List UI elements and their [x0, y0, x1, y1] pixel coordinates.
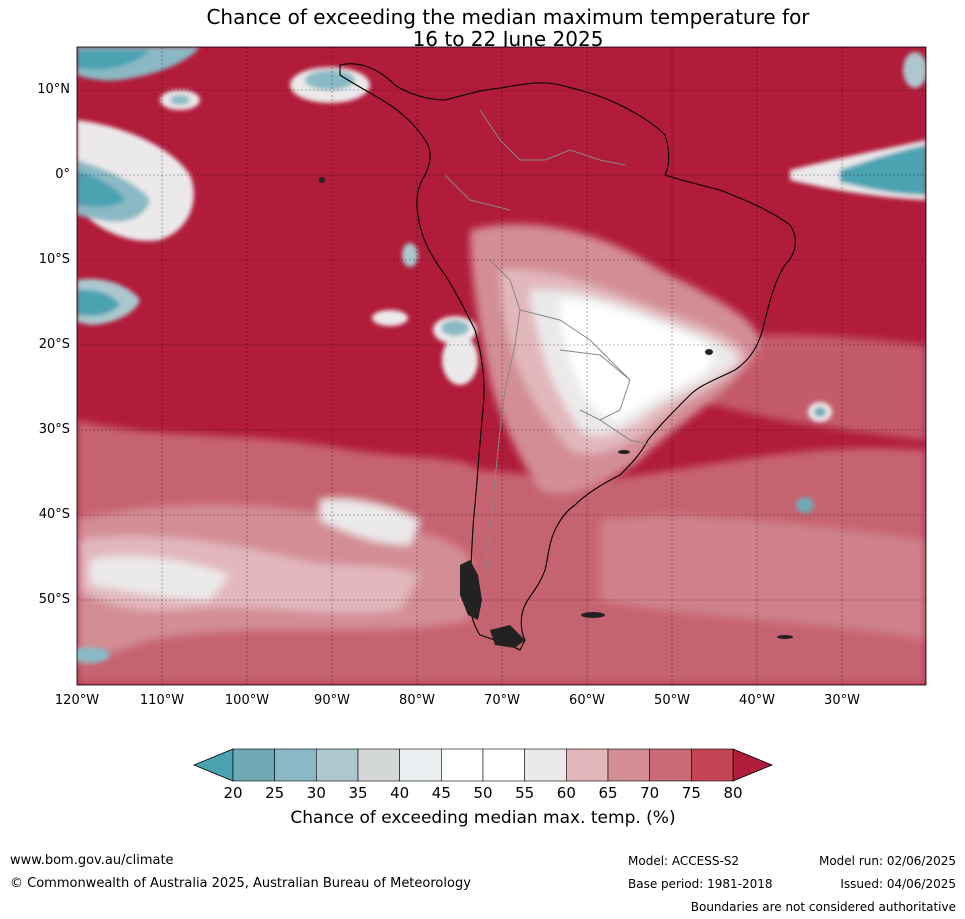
graticule: [77, 47, 926, 685]
longitude-label: 60°W: [569, 693, 605, 708]
longitude-label: 90°W: [314, 693, 350, 708]
colorbar-tick-label: 70: [640, 784, 660, 802]
colorbar-tick-label: 65: [598, 784, 618, 802]
colorbar-tick-label: 75: [681, 784, 701, 802]
footer-model-run: Model run: 02/06/2025: [818, 854, 956, 868]
colorbar-label: Chance of exceeding median max. temp. (%…: [290, 808, 676, 828]
continental-neutral-region: [470, 224, 760, 494]
colorbar-cell: [482, 748, 525, 782]
colorbar-tick-label: 40: [390, 784, 410, 802]
latitude-label: 30°S: [38, 422, 70, 437]
longitude-label: 70°W: [484, 693, 520, 708]
colorbar-tick-label: 80: [723, 784, 743, 802]
colorbar-high-extension: [732, 748, 774, 782]
colorbar-tick-label: 30: [306, 784, 326, 802]
longitude-label: 120°W: [54, 693, 100, 708]
colorbar-tick-label: 35: [348, 784, 368, 802]
colorbar: [192, 748, 774, 782]
colorbar-cell: [607, 748, 650, 782]
map-title-line-1: Chance of exceeding the median maximum t…: [206, 5, 810, 29]
colorbar-cell: [274, 748, 317, 782]
longitude-label: 30°W: [824, 693, 860, 708]
map-field: [77, 47, 926, 685]
longitude-label: 110°W: [139, 693, 185, 708]
map-frame: [76, 46, 927, 686]
cool-anomaly-areas: [77, 47, 926, 663]
islands: [319, 177, 793, 648]
footer-base-period: Base period: 1981-2018: [628, 877, 773, 891]
colorbar-cell: [399, 748, 442, 782]
colorbar-cell: [316, 748, 359, 782]
colorbar-cell: [691, 748, 734, 782]
longitude-label: 100°W: [224, 693, 270, 708]
coastlines: [339, 63, 796, 651]
colorbar-cell: [357, 748, 400, 782]
colorbar-tick-label: 60: [556, 784, 576, 802]
footer-url: www.bom.gov.au/climate: [10, 853, 174, 868]
country-borders: [444, 109, 651, 581]
colorbar-tick-label: 45: [431, 784, 451, 802]
map-title-line-2: 16 to 22 June 2025: [412, 27, 604, 51]
colorbar-tick-label: 20: [223, 784, 243, 802]
colorbar-tick-label: 55: [515, 784, 535, 802]
latitude-label: 10°N: [37, 82, 70, 97]
latitude-label: 10°S: [38, 252, 70, 267]
footer-model: Model: ACCESS-S2: [628, 854, 740, 868]
colorbar-cell: [566, 748, 609, 782]
latitude-label: 20°S: [38, 337, 70, 352]
longitude-label: 40°W: [739, 693, 775, 708]
footer-disclaimer: Boundaries are not considered authoritat…: [690, 900, 956, 914]
southern-ocean-band: [77, 334, 926, 685]
latitude-label: 0°: [55, 167, 70, 182]
colorbar-cell: [524, 748, 567, 782]
latitude-label: 50°S: [38, 592, 70, 607]
longitude-label: 50°W: [654, 693, 690, 708]
colorbar-low-extension: [192, 748, 234, 782]
footer-issued: Issued: 04/06/2025: [840, 877, 956, 891]
latitude-label: 40°S: [38, 507, 70, 522]
footer-copyright: © Commonwealth of Australia 2025, Austra…: [10, 876, 471, 891]
colorbar-cell: [441, 748, 484, 782]
colorbar-cell: [649, 748, 692, 782]
longitude-label: 80°W: [399, 693, 435, 708]
colorbar-cell: [232, 748, 275, 782]
colorbar-tick-label: 50: [473, 784, 493, 802]
colorbar-tick-label: 25: [265, 784, 285, 802]
